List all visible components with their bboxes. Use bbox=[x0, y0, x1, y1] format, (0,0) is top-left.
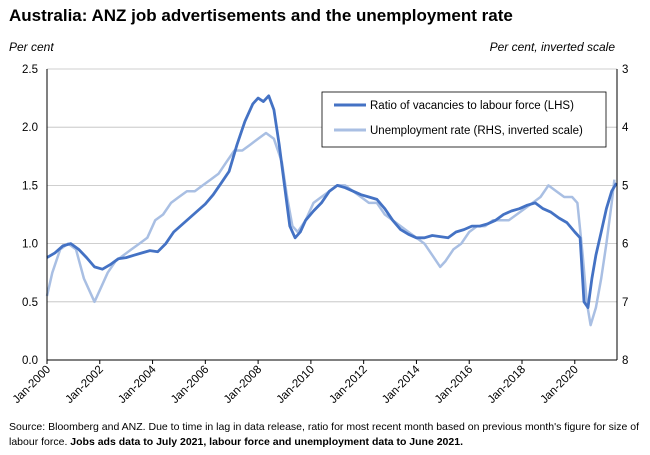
right-tick-label: 3 bbox=[622, 64, 628, 76]
chart-title: Australia: ANZ job advertisements and th… bbox=[9, 6, 513, 25]
left-axis-unit-label: Per cent bbox=[9, 40, 54, 54]
right-tick-label: 8 bbox=[622, 355, 628, 367]
footnote: Source: Bloomberg and ANZ. Due to time i… bbox=[9, 420, 645, 450]
footnote-source: Source: Bloomberg and ANZ. Due to time i… bbox=[9, 421, 639, 448]
series-line-unemployment bbox=[45, 131, 616, 327]
left-tick-label: 2.0 bbox=[22, 122, 38, 134]
left-tick-label: 1.5 bbox=[22, 180, 38, 192]
legend-label-vacancies: Ratio of vacancies to labour force (LHS) bbox=[370, 100, 574, 112]
x-tick-label: Jan-2008 bbox=[222, 364, 264, 406]
x-tick-label: Jan-2000 bbox=[11, 364, 53, 406]
chart-area: 0.0 0.5 1.0 1.5 2.0 2.5 3 4 5 6 7 8 Jan-2000 Jan-2002… bbox=[9, 40, 629, 406]
right-tick-label: 4 bbox=[622, 122, 629, 134]
right-axis-unit-label: Per cent, inverted scale bbox=[490, 40, 616, 54]
x-tick-label: Jan-2006 bbox=[169, 364, 211, 406]
left-tick-label: 0.5 bbox=[22, 297, 38, 309]
right-tick-label: 7 bbox=[622, 297, 628, 309]
x-tick-label: Jan-2014 bbox=[380, 363, 423, 406]
x-tick-label: Jan-2004 bbox=[116, 363, 159, 406]
left-tick-label: 2.5 bbox=[22, 64, 38, 76]
legend-label-unemployment: Unemployment rate (RHS, inverted scale) bbox=[370, 125, 583, 137]
x-tick-label: Jan-2020 bbox=[538, 364, 580, 406]
series-layer bbox=[45, 94, 618, 327]
legend-box bbox=[321, 91, 607, 148]
series-line-vacancies bbox=[46, 94, 618, 309]
x-tick-label: Jan-2016 bbox=[433, 364, 475, 406]
x-tick-label: Jan-2010 bbox=[275, 364, 317, 406]
right-tick-label: 6 bbox=[622, 239, 628, 251]
x-tick-label: Jan-2002 bbox=[63, 364, 105, 406]
x-tick-label: Jan-2018 bbox=[486, 364, 528, 406]
legend: Ratio of vacancies to labour force (LHS)… bbox=[321, 91, 607, 148]
right-tick-label: 5 bbox=[622, 180, 628, 192]
footnote-data-note: Jobs ads data to July 2021, labour force… bbox=[70, 436, 463, 448]
left-tick-label: 0.0 bbox=[22, 355, 38, 367]
x-tick-label: Jan-2012 bbox=[327, 364, 369, 406]
left-tick-label: 1.0 bbox=[22, 239, 38, 251]
